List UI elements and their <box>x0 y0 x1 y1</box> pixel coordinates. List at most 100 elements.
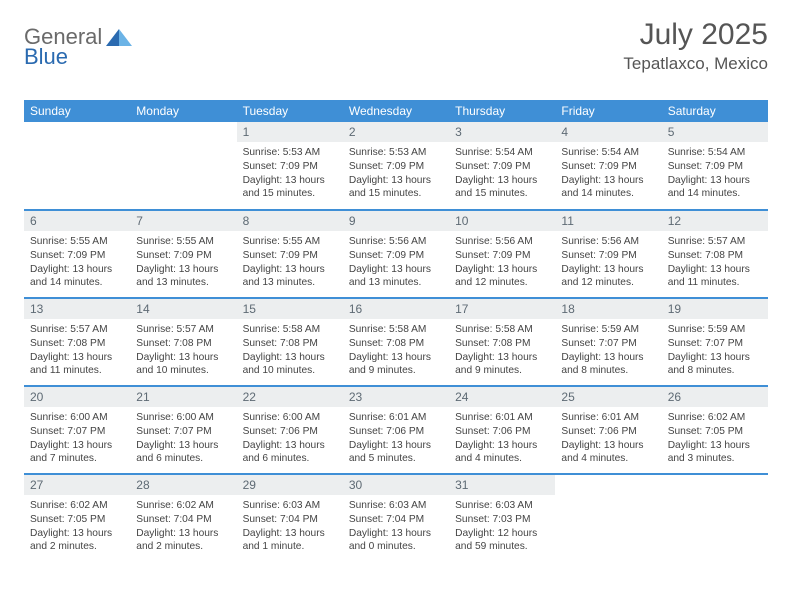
sunrise-text: Sunrise: 6:03 AM <box>349 499 443 513</box>
day-body: Sunrise: 5:57 AMSunset: 7:08 PMDaylight:… <box>24 319 130 384</box>
day-number: 6 <box>24 211 130 231</box>
page-header: General July 2025 Tepatlaxco, Mexico <box>24 18 768 74</box>
day-body: Sunrise: 5:55 AMSunset: 7:09 PMDaylight:… <box>24 231 130 296</box>
daylight-text: Daylight: 12 hours and 59 minutes. <box>455 527 549 555</box>
sunrise-text: Sunrise: 5:55 AM <box>30 235 124 249</box>
sunset-text: Sunset: 7:08 PM <box>349 337 443 351</box>
sunrise-text: Sunrise: 5:58 AM <box>455 323 549 337</box>
day-body: Sunrise: 6:02 AMSunset: 7:04 PMDaylight:… <box>130 495 236 560</box>
calendar-cell: 31Sunrise: 6:03 AMSunset: 7:03 PMDayligh… <box>449 474 555 562</box>
sunrise-text: Sunrise: 6:02 AM <box>668 411 762 425</box>
daylight-text: Daylight: 13 hours and 2 minutes. <box>136 527 230 555</box>
calendar-cell: 11Sunrise: 5:56 AMSunset: 7:09 PMDayligh… <box>555 210 661 298</box>
sunrise-text: Sunrise: 5:59 AM <box>561 323 655 337</box>
sunset-text: Sunset: 7:09 PM <box>455 160 549 174</box>
sunrise-text: Sunrise: 5:56 AM <box>349 235 443 249</box>
sunrise-text: Sunrise: 5:57 AM <box>668 235 762 249</box>
calendar-cell: 9Sunrise: 5:56 AMSunset: 7:09 PMDaylight… <box>343 210 449 298</box>
sunset-text: Sunset: 7:09 PM <box>136 249 230 263</box>
day-number: 13 <box>24 299 130 319</box>
sunset-text: Sunset: 7:06 PM <box>349 425 443 439</box>
daylight-text: Daylight: 13 hours and 6 minutes. <box>136 439 230 467</box>
day-number: 14 <box>130 299 236 319</box>
day-number: 27 <box>24 475 130 495</box>
brand-line2: Blue <box>24 44 68 70</box>
calendar-cell: . <box>130 122 236 210</box>
daylight-text: Daylight: 13 hours and 14 minutes. <box>30 263 124 291</box>
sunrise-text: Sunrise: 6:03 AM <box>455 499 549 513</box>
day-body: Sunrise: 6:03 AMSunset: 7:04 PMDaylight:… <box>237 495 343 560</box>
sunrise-text: Sunrise: 5:54 AM <box>455 146 549 160</box>
day-number: 29 <box>237 475 343 495</box>
day-number: 3 <box>449 122 555 142</box>
daylight-text: Daylight: 13 hours and 2 minutes. <box>30 527 124 555</box>
calendar-cell: 7Sunrise: 5:55 AMSunset: 7:09 PMDaylight… <box>130 210 236 298</box>
title-month: July 2025 <box>623 18 768 52</box>
sunset-text: Sunset: 7:07 PM <box>136 425 230 439</box>
daylight-text: Daylight: 13 hours and 11 minutes. <box>668 263 762 291</box>
day-body: Sunrise: 6:01 AMSunset: 7:06 PMDaylight:… <box>449 407 555 472</box>
day-body: Sunrise: 5:58 AMSunset: 7:08 PMDaylight:… <box>449 319 555 384</box>
sunset-text: Sunset: 7:09 PM <box>243 249 337 263</box>
daylight-text: Daylight: 13 hours and 15 minutes. <box>349 174 443 202</box>
sunrise-text: Sunrise: 5:58 AM <box>243 323 337 337</box>
calendar-cell: 15Sunrise: 5:58 AMSunset: 7:08 PMDayligh… <box>237 298 343 386</box>
day-number: 28 <box>130 475 236 495</box>
day-number: 2 <box>343 122 449 142</box>
daylight-text: Daylight: 13 hours and 6 minutes. <box>243 439 337 467</box>
sunrise-text: Sunrise: 5:55 AM <box>243 235 337 249</box>
calendar-cell: 25Sunrise: 6:01 AMSunset: 7:06 PMDayligh… <box>555 386 661 474</box>
day-number: 9 <box>343 211 449 231</box>
calendar-cell: 17Sunrise: 5:58 AMSunset: 7:08 PMDayligh… <box>449 298 555 386</box>
day-body: Sunrise: 6:01 AMSunset: 7:06 PMDaylight:… <box>343 407 449 472</box>
day-number: 1 <box>237 122 343 142</box>
sunrise-text: Sunrise: 6:00 AM <box>243 411 337 425</box>
daylight-text: Daylight: 13 hours and 10 minutes. <box>136 351 230 379</box>
day-number: 7 <box>130 211 236 231</box>
day-number: 12 <box>662 211 768 231</box>
sunset-text: Sunset: 7:09 PM <box>349 160 443 174</box>
daylight-text: Daylight: 13 hours and 13 minutes. <box>349 263 443 291</box>
calendar-week: 13Sunrise: 5:57 AMSunset: 7:08 PMDayligh… <box>24 298 768 386</box>
sunset-text: Sunset: 7:04 PM <box>243 513 337 527</box>
daylight-text: Daylight: 13 hours and 3 minutes. <box>668 439 762 467</box>
day-number: 22 <box>237 387 343 407</box>
sunrise-text: Sunrise: 6:00 AM <box>30 411 124 425</box>
calendar-cell: 5Sunrise: 5:54 AMSunset: 7:09 PMDaylight… <box>662 122 768 210</box>
sunrise-text: Sunrise: 5:56 AM <box>455 235 549 249</box>
calendar-cell: 2Sunrise: 5:53 AMSunset: 7:09 PMDaylight… <box>343 122 449 210</box>
daylight-text: Daylight: 13 hours and 4 minutes. <box>455 439 549 467</box>
sunset-text: Sunset: 7:07 PM <box>30 425 124 439</box>
day-number: 26 <box>662 387 768 407</box>
day-body: Sunrise: 5:54 AMSunset: 7:09 PMDaylight:… <box>449 142 555 207</box>
sunset-text: Sunset: 7:06 PM <box>455 425 549 439</box>
day-number: 10 <box>449 211 555 231</box>
calendar-cell: 21Sunrise: 6:00 AMSunset: 7:07 PMDayligh… <box>130 386 236 474</box>
calendar-page: General July 2025 Tepatlaxco, Mexico Blu… <box>0 0 792 562</box>
sunrise-text: Sunrise: 5:58 AM <box>349 323 443 337</box>
weekday-header: Saturday <box>662 100 768 122</box>
weekday-header: Thursday <box>449 100 555 122</box>
calendar-cell: 10Sunrise: 5:56 AMSunset: 7:09 PMDayligh… <box>449 210 555 298</box>
calendar-cell: 13Sunrise: 5:57 AMSunset: 7:08 PMDayligh… <box>24 298 130 386</box>
daylight-text: Daylight: 13 hours and 4 minutes. <box>561 439 655 467</box>
calendar-cell: 6Sunrise: 5:55 AMSunset: 7:09 PMDaylight… <box>24 210 130 298</box>
weekday-header: Monday <box>130 100 236 122</box>
day-number: 30 <box>343 475 449 495</box>
day-body: Sunrise: 5:58 AMSunset: 7:08 PMDaylight:… <box>237 319 343 384</box>
sunset-text: Sunset: 7:09 PM <box>243 160 337 174</box>
daylight-text: Daylight: 13 hours and 11 minutes. <box>30 351 124 379</box>
calendar-cell: 23Sunrise: 6:01 AMSunset: 7:06 PMDayligh… <box>343 386 449 474</box>
day-body: Sunrise: 6:03 AMSunset: 7:03 PMDaylight:… <box>449 495 555 560</box>
day-number: 5 <box>662 122 768 142</box>
day-number: 31 <box>449 475 555 495</box>
calendar-body: ..1Sunrise: 5:53 AMSunset: 7:09 PMDaylig… <box>24 122 768 562</box>
day-number: 21 <box>130 387 236 407</box>
calendar-week: 27Sunrise: 6:02 AMSunset: 7:05 PMDayligh… <box>24 474 768 562</box>
day-number: 24 <box>449 387 555 407</box>
daylight-text: Daylight: 13 hours and 10 minutes. <box>243 351 337 379</box>
title-block: July 2025 Tepatlaxco, Mexico <box>623 18 768 74</box>
calendar-cell: 3Sunrise: 5:54 AMSunset: 7:09 PMDaylight… <box>449 122 555 210</box>
day-body: Sunrise: 6:03 AMSunset: 7:04 PMDaylight:… <box>343 495 449 560</box>
calendar-cell: 27Sunrise: 6:02 AMSunset: 7:05 PMDayligh… <box>24 474 130 562</box>
